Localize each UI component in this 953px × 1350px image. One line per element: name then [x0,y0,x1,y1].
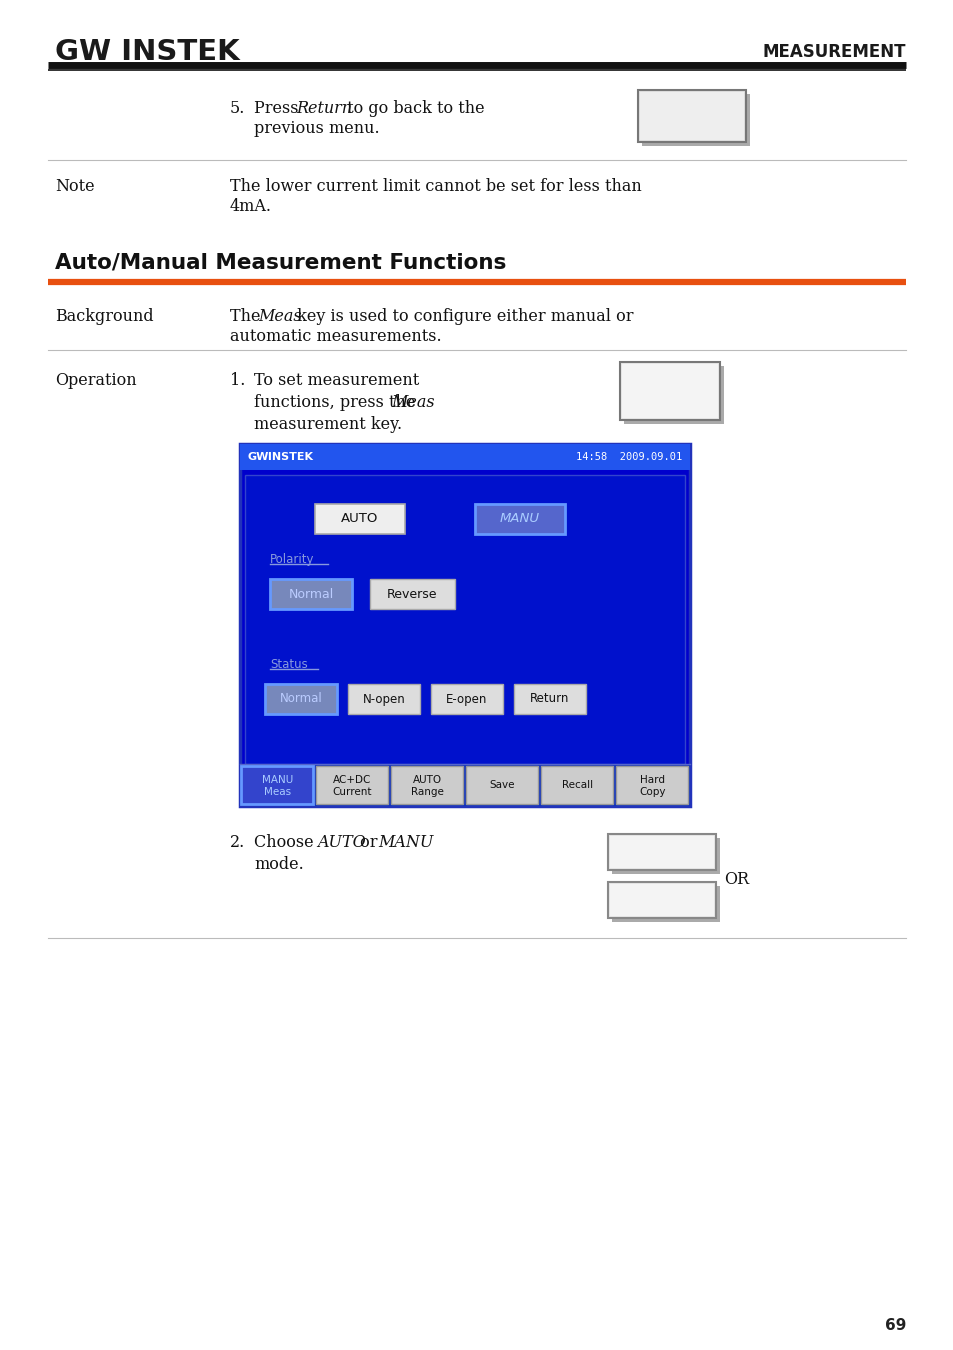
Text: GW INSTEK: GW INSTEK [55,38,239,66]
Text: The: The [230,308,265,325]
Text: Recall: Recall [561,780,593,790]
Text: 4mA.: 4mA. [230,198,272,215]
Text: Normal: Normal [288,587,334,601]
Bar [348,684,419,714]
Bar [240,444,689,470]
Bar [609,836,713,868]
Text: key is used to configure either manual or: key is used to configure either manual o… [292,308,633,325]
Text: To set measurement: To set measurement [253,373,418,389]
Bar [514,684,585,714]
Text: Choose: Choose [253,834,318,850]
Text: 1.: 1. [230,373,245,389]
Text: 14:58  2009.09.01: 14:58 2009.09.01 [576,452,681,462]
Text: AUTO: AUTO [413,775,441,784]
Text: or: or [355,834,382,850]
Bar [240,444,689,806]
Text: Copy: Copy [639,787,665,796]
Bar [370,579,455,609]
Text: Current: Current [333,787,372,796]
Text: AUTO: AUTO [341,513,378,525]
Text: 69: 69 [883,1318,905,1332]
Bar [240,764,689,806]
Text: Background: Background [55,308,153,325]
Text: Auto/Manual Measurement Functions: Auto/Manual Measurement Functions [55,252,506,271]
Bar [314,504,405,535]
Text: MANU: MANU [262,775,293,784]
Text: Polarity: Polarity [270,552,314,566]
Text: Operation: Operation [55,373,136,389]
Bar [638,90,745,142]
Bar [315,765,388,805]
Text: Press: Press [253,100,303,117]
Bar [639,92,743,140]
Text: N-open: N-open [362,693,405,706]
Text: Normal: Normal [279,693,322,706]
Bar [641,95,749,146]
Text: Reverse: Reverse [387,587,437,601]
Text: GW: GW [248,452,269,462]
Bar [270,579,352,609]
Bar [265,684,336,714]
Text: Note: Note [55,178,94,194]
Bar [475,504,564,535]
Bar [607,834,716,869]
Text: MANU: MANU [499,513,539,525]
Text: automatic measurements.: automatic measurements. [230,328,441,346]
Text: mode.: mode. [253,856,303,873]
Bar [623,366,723,424]
Bar [612,886,720,922]
Bar [391,765,462,805]
Text: Return: Return [530,693,569,706]
Bar [616,765,687,805]
Bar [540,765,613,805]
Bar [612,838,720,873]
Text: Meas: Meas [264,787,291,796]
Text: The lower current limit cannot be set for less than: The lower current limit cannot be set fo… [230,178,641,194]
Bar [621,364,718,418]
Bar [241,765,313,805]
Text: measurement key.: measurement key. [253,416,402,433]
Bar [619,362,720,420]
Text: to go back to the: to go back to the [341,100,484,117]
Text: previous menu.: previous menu. [253,120,379,136]
Bar [465,765,537,805]
Text: Hard: Hard [639,775,664,784]
Text: functions, press the: functions, press the [253,394,420,410]
Text: 5.: 5. [230,100,245,117]
Text: Range: Range [411,787,443,796]
Text: MANU: MANU [377,834,433,850]
Text: AUTO: AUTO [316,834,365,850]
Text: MEASUREMENT: MEASUREMENT [761,43,905,61]
Bar [431,684,502,714]
Text: Save: Save [489,780,515,790]
Text: Return: Return [295,100,352,117]
Text: OR: OR [723,872,748,888]
Text: AC+DC: AC+DC [333,775,372,784]
Text: E-open: E-open [446,693,487,706]
Text: Meas: Meas [257,308,301,325]
Text: 2.: 2. [230,834,245,850]
Text: Status: Status [270,657,308,671]
Bar [245,475,684,764]
Bar [609,884,713,917]
Bar [607,882,716,918]
Text: INSTEK: INSTEK [264,452,313,462]
Text: Meas: Meas [391,394,435,410]
